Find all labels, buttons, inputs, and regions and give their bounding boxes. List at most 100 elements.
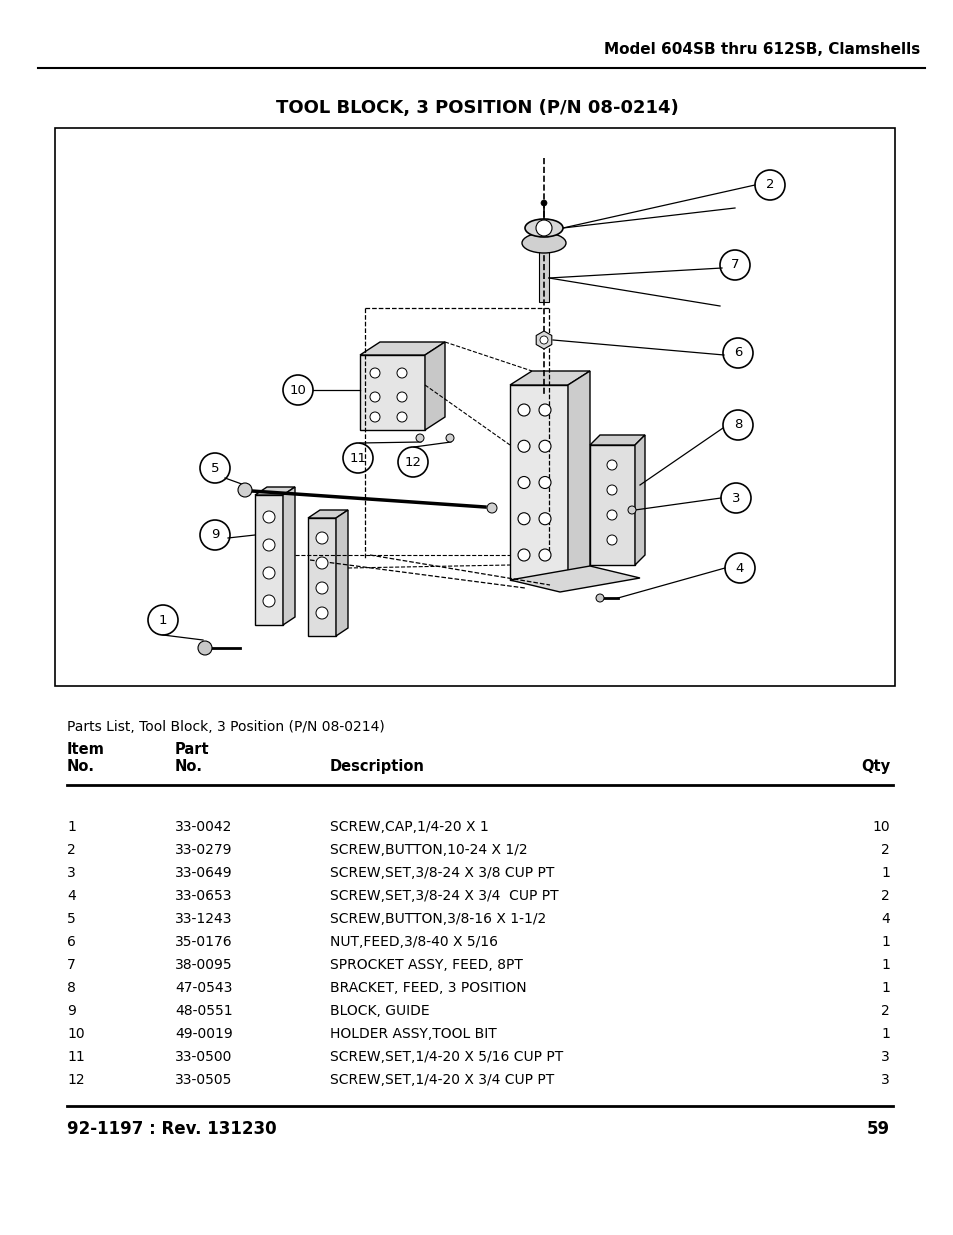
Text: 33-0042: 33-0042 xyxy=(174,820,233,834)
Polygon shape xyxy=(308,517,335,636)
Text: 4: 4 xyxy=(67,889,75,903)
Ellipse shape xyxy=(524,219,562,237)
Text: 1: 1 xyxy=(158,614,167,626)
Text: SCREW,CAP,1/4-20 X 1: SCREW,CAP,1/4-20 X 1 xyxy=(330,820,488,834)
Text: 1: 1 xyxy=(67,820,76,834)
Circle shape xyxy=(446,433,454,442)
Text: BLOCK, GUIDE: BLOCK, GUIDE xyxy=(330,1004,429,1018)
Text: No.: No. xyxy=(67,760,95,774)
Circle shape xyxy=(486,503,497,513)
Polygon shape xyxy=(308,510,348,517)
Circle shape xyxy=(198,641,212,655)
Bar xyxy=(55,128,894,685)
Circle shape xyxy=(315,582,328,594)
Text: Qty: Qty xyxy=(860,760,889,774)
Text: 10: 10 xyxy=(871,820,889,834)
Polygon shape xyxy=(567,370,589,580)
Polygon shape xyxy=(589,445,635,564)
Circle shape xyxy=(315,532,328,543)
Circle shape xyxy=(606,510,617,520)
Polygon shape xyxy=(510,566,639,592)
Circle shape xyxy=(370,391,379,403)
Polygon shape xyxy=(283,487,294,625)
Text: Model 604SB thru 612SB, Clamshells: Model 604SB thru 612SB, Clamshells xyxy=(603,42,919,58)
Circle shape xyxy=(263,538,274,551)
Circle shape xyxy=(540,200,546,206)
Text: 11: 11 xyxy=(349,452,366,464)
Text: 2: 2 xyxy=(67,844,75,857)
Circle shape xyxy=(517,513,530,525)
Text: 3: 3 xyxy=(881,1073,889,1087)
Text: 2: 2 xyxy=(881,844,889,857)
Text: Parts List, Tool Block, 3 Position (P/N 08-0214): Parts List, Tool Block, 3 Position (P/N … xyxy=(67,720,384,734)
Bar xyxy=(538,237,548,303)
Circle shape xyxy=(315,557,328,569)
Circle shape xyxy=(237,483,252,496)
Circle shape xyxy=(539,336,547,345)
Text: 2: 2 xyxy=(881,889,889,903)
Polygon shape xyxy=(510,385,567,580)
Circle shape xyxy=(517,477,530,489)
Text: SCREW,SET,1/4-20 X 3/4 CUP PT: SCREW,SET,1/4-20 X 3/4 CUP PT xyxy=(330,1073,554,1087)
Text: 59: 59 xyxy=(866,1120,889,1137)
Text: 33-0649: 33-0649 xyxy=(174,866,233,881)
Circle shape xyxy=(517,440,530,452)
Circle shape xyxy=(596,594,603,601)
Text: 48-0551: 48-0551 xyxy=(174,1004,233,1018)
Circle shape xyxy=(538,477,551,489)
Text: 8: 8 xyxy=(733,419,741,431)
Circle shape xyxy=(396,368,407,378)
Polygon shape xyxy=(254,487,294,495)
Text: HOLDER ASSY,TOOL BIT: HOLDER ASSY,TOOL BIT xyxy=(330,1028,497,1041)
Text: 7: 7 xyxy=(730,258,739,272)
Ellipse shape xyxy=(521,233,565,253)
Circle shape xyxy=(517,550,530,561)
Text: 3: 3 xyxy=(881,1050,889,1065)
Text: 11: 11 xyxy=(67,1050,85,1065)
Text: 10: 10 xyxy=(67,1028,85,1041)
Text: No.: No. xyxy=(174,760,203,774)
Text: 9: 9 xyxy=(211,529,219,541)
Text: 4: 4 xyxy=(881,911,889,926)
Circle shape xyxy=(315,606,328,619)
Circle shape xyxy=(370,412,379,422)
Text: SCREW,SET,1/4-20 X 5/16 CUP PT: SCREW,SET,1/4-20 X 5/16 CUP PT xyxy=(330,1050,562,1065)
Text: 47-0543: 47-0543 xyxy=(174,981,233,995)
Text: 4: 4 xyxy=(735,562,743,574)
Polygon shape xyxy=(254,495,283,625)
Text: 2: 2 xyxy=(881,1004,889,1018)
Text: SCREW,BUTTON,3/8-16 X 1-1/2: SCREW,BUTTON,3/8-16 X 1-1/2 xyxy=(330,911,546,926)
Circle shape xyxy=(396,391,407,403)
Text: 33-0505: 33-0505 xyxy=(174,1073,233,1087)
Text: 2: 2 xyxy=(765,179,774,191)
Polygon shape xyxy=(424,342,444,430)
Polygon shape xyxy=(335,510,348,636)
Text: 1: 1 xyxy=(881,1028,889,1041)
Text: 35-0176: 35-0176 xyxy=(174,935,233,948)
Circle shape xyxy=(263,511,274,522)
Polygon shape xyxy=(359,342,444,354)
Polygon shape xyxy=(589,435,644,445)
Text: 9: 9 xyxy=(67,1004,76,1018)
Text: 1: 1 xyxy=(881,958,889,972)
Text: Part: Part xyxy=(174,742,210,757)
Circle shape xyxy=(606,485,617,495)
Circle shape xyxy=(536,220,552,236)
Text: 33-0653: 33-0653 xyxy=(174,889,233,903)
Circle shape xyxy=(263,567,274,579)
Circle shape xyxy=(517,404,530,416)
Circle shape xyxy=(538,404,551,416)
Text: 6: 6 xyxy=(733,347,741,359)
Text: 33-1243: 33-1243 xyxy=(174,911,233,926)
Circle shape xyxy=(538,440,551,452)
Text: 12: 12 xyxy=(67,1073,85,1087)
Circle shape xyxy=(416,433,423,442)
Text: 3: 3 xyxy=(67,866,75,881)
Text: 33-0500: 33-0500 xyxy=(174,1050,233,1065)
Text: 7: 7 xyxy=(67,958,75,972)
Text: 33-0279: 33-0279 xyxy=(174,844,233,857)
Text: SCREW,BUTTON,10-24 X 1/2: SCREW,BUTTON,10-24 X 1/2 xyxy=(330,844,527,857)
Text: 49-0019: 49-0019 xyxy=(174,1028,233,1041)
Circle shape xyxy=(538,513,551,525)
Text: SCREW,SET,3/8-24 X 3/8 CUP PT: SCREW,SET,3/8-24 X 3/8 CUP PT xyxy=(330,866,554,881)
